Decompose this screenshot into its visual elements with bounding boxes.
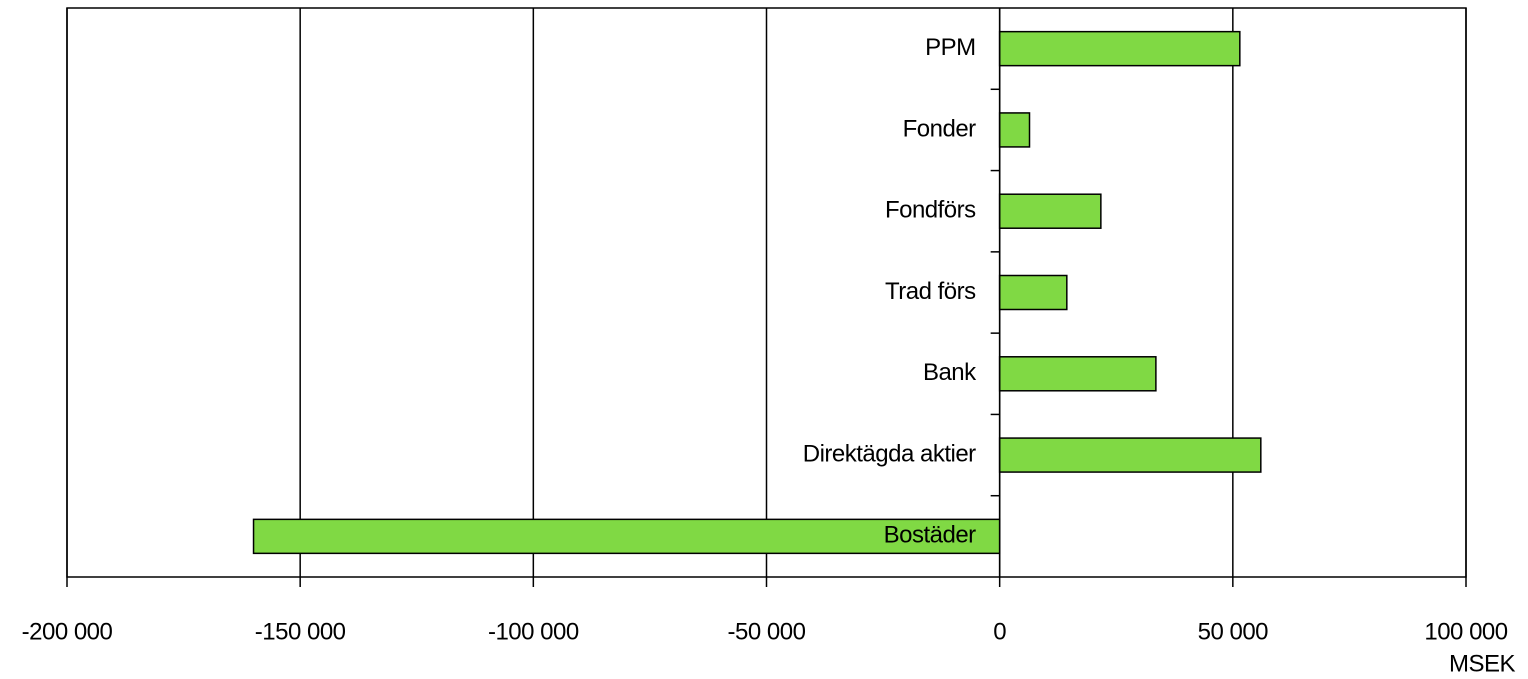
bar	[998, 437, 1262, 473]
y-tick-label: Fonder	[903, 115, 977, 142]
y-tick-label: Direktägda aktier	[803, 440, 976, 467]
x-tick-label: -100 000	[488, 618, 579, 645]
bar	[998, 30, 1241, 67]
x-tick-label: 100 000	[1424, 618, 1507, 645]
y-tick-label: Bostäder	[884, 522, 977, 549]
y-tick-label: PPM	[925, 34, 976, 61]
bar	[998, 193, 1102, 229]
x-axis-label: MSEK	[1449, 650, 1516, 677]
y-tick-label: Bank	[923, 359, 977, 386]
x-tick-label: 50 000	[1198, 618, 1269, 645]
bar	[998, 274, 1068, 311]
x-tick-label: -150 000	[255, 618, 346, 645]
y-tick-label: Fondförs	[885, 197, 976, 224]
x-tick-label: -200 000	[22, 618, 113, 645]
x-tick-label: 0	[993, 618, 1006, 645]
bar	[998, 112, 1031, 148]
bar	[998, 356, 1157, 392]
y-tick-label: Trad förs	[885, 278, 976, 305]
x-tick-label: -50 000	[728, 618, 806, 645]
